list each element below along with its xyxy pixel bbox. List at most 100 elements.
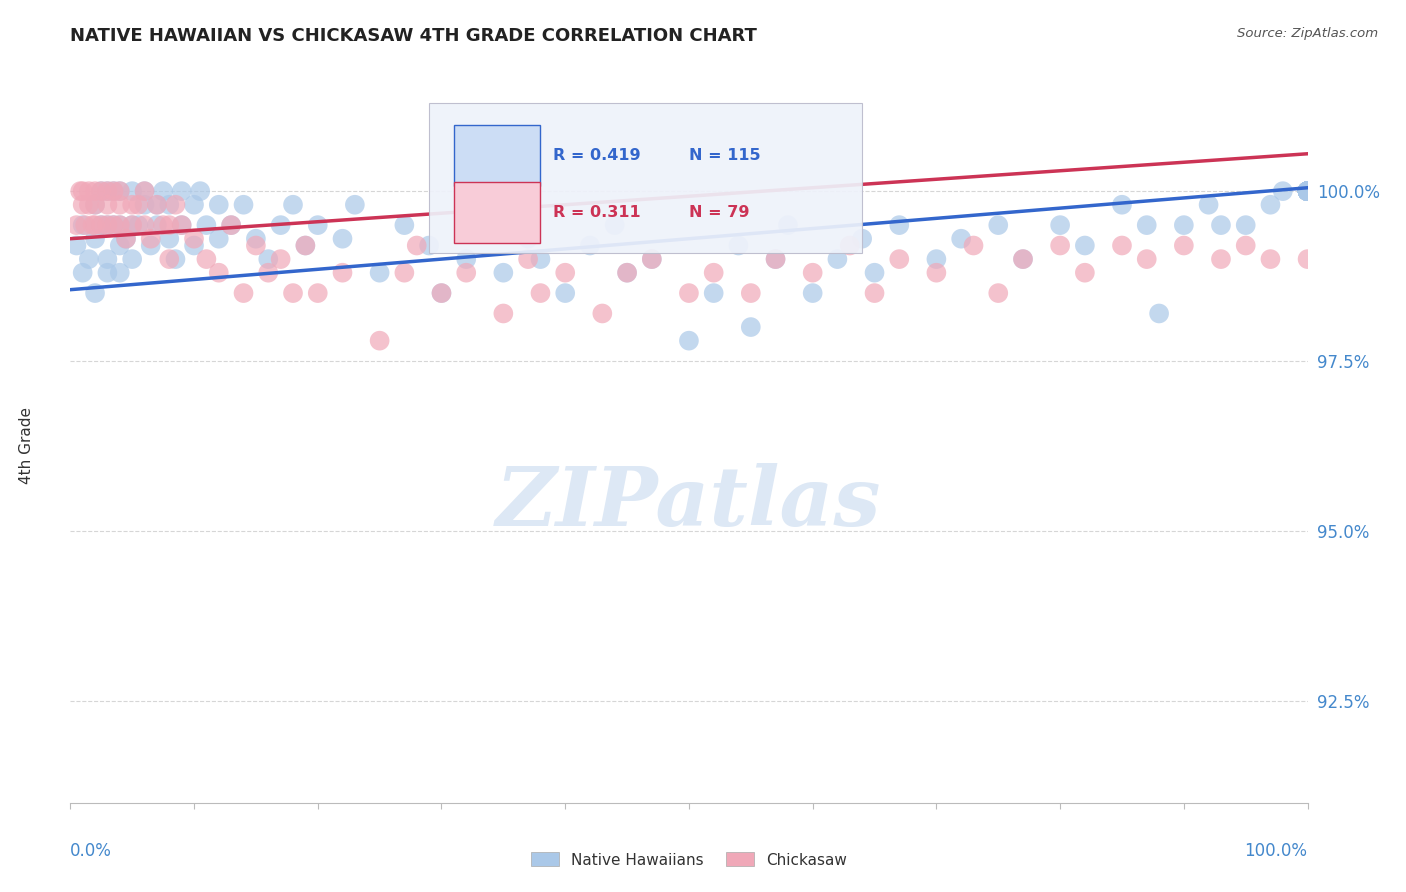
Point xyxy=(170,218,193,232)
Text: NATIVE HAWAIIAN VS CHICKASAW 4TH GRADE CORRELATION CHART: NATIVE HAWAIIAN VS CHICKASAW 4TH GRADE C… xyxy=(70,27,758,45)
Point xyxy=(170,218,193,232)
Point xyxy=(84,218,107,232)
Text: 4th Grade: 4th Grade xyxy=(20,408,35,484)
Point xyxy=(1209,252,1232,266)
Point xyxy=(152,184,174,198)
Point xyxy=(394,266,416,280)
Point xyxy=(1296,184,1319,198)
Point xyxy=(72,218,94,232)
Point xyxy=(1296,184,1319,198)
Point xyxy=(616,266,638,280)
Point xyxy=(727,238,749,252)
Point xyxy=(1296,184,1319,198)
FancyBboxPatch shape xyxy=(454,125,540,186)
Point xyxy=(430,286,453,301)
Point xyxy=(405,238,427,252)
Point xyxy=(332,232,354,246)
Point xyxy=(616,266,638,280)
Point xyxy=(183,198,205,212)
Point xyxy=(1296,184,1319,198)
Point xyxy=(157,252,180,266)
Point xyxy=(343,198,366,212)
Point xyxy=(157,218,180,232)
Point xyxy=(889,252,911,266)
Point xyxy=(134,198,156,212)
Point xyxy=(146,218,169,232)
Point xyxy=(1271,184,1294,198)
Point xyxy=(603,218,626,232)
Point xyxy=(219,218,242,232)
Point xyxy=(827,252,849,266)
Point xyxy=(740,320,762,334)
Point xyxy=(183,238,205,252)
Point xyxy=(1173,218,1195,232)
Point xyxy=(75,218,97,232)
Point xyxy=(1296,252,1319,266)
Point xyxy=(134,184,156,198)
Point xyxy=(517,232,540,246)
Point xyxy=(121,184,143,198)
Point xyxy=(1296,184,1319,198)
Point xyxy=(1012,252,1035,266)
Point xyxy=(641,252,664,266)
Point xyxy=(1296,184,1319,198)
Point xyxy=(108,218,131,232)
Point xyxy=(776,218,799,232)
Point xyxy=(127,218,149,232)
Point xyxy=(84,198,107,212)
Point xyxy=(139,238,162,252)
Point xyxy=(456,266,478,280)
Point xyxy=(152,218,174,232)
Point xyxy=(115,232,138,246)
Point xyxy=(90,184,112,198)
Point xyxy=(1074,266,1097,280)
Point xyxy=(294,238,316,252)
Point xyxy=(517,252,540,266)
Point xyxy=(103,184,125,198)
Point xyxy=(134,184,156,198)
Point xyxy=(863,266,886,280)
Point xyxy=(1296,184,1319,198)
Point xyxy=(82,218,104,232)
Point xyxy=(146,198,169,212)
Point xyxy=(77,184,100,198)
Point xyxy=(84,232,107,246)
Point xyxy=(170,184,193,198)
Point xyxy=(1296,184,1319,198)
Point xyxy=(232,198,254,212)
Point xyxy=(1136,218,1159,232)
Text: ZIPatlas: ZIPatlas xyxy=(496,463,882,543)
Point xyxy=(1111,238,1133,252)
Point xyxy=(294,238,316,252)
Point xyxy=(157,232,180,246)
Point xyxy=(139,232,162,246)
Point xyxy=(84,184,107,198)
Point xyxy=(1296,184,1319,198)
Point xyxy=(1296,184,1319,198)
Point xyxy=(1296,184,1319,198)
Text: N = 115: N = 115 xyxy=(689,148,761,162)
Point xyxy=(332,266,354,280)
Point xyxy=(1296,184,1319,198)
Point xyxy=(925,266,948,280)
Point xyxy=(257,266,280,280)
Point xyxy=(529,286,551,301)
Point xyxy=(84,286,107,301)
Point xyxy=(950,232,973,246)
Legend: Native Hawaiians, Chickasaw: Native Hawaiians, Chickasaw xyxy=(524,847,853,873)
Point xyxy=(641,252,664,266)
Point xyxy=(703,266,725,280)
Point xyxy=(1296,184,1319,198)
Point xyxy=(195,218,218,232)
Point xyxy=(103,184,125,198)
Point xyxy=(925,252,948,266)
Point xyxy=(1296,184,1319,198)
Point xyxy=(703,286,725,301)
Point xyxy=(232,286,254,301)
Point xyxy=(108,184,131,198)
Point xyxy=(90,218,112,232)
Point xyxy=(270,252,292,266)
Point xyxy=(430,286,453,301)
Point xyxy=(121,198,143,212)
Point xyxy=(103,218,125,232)
